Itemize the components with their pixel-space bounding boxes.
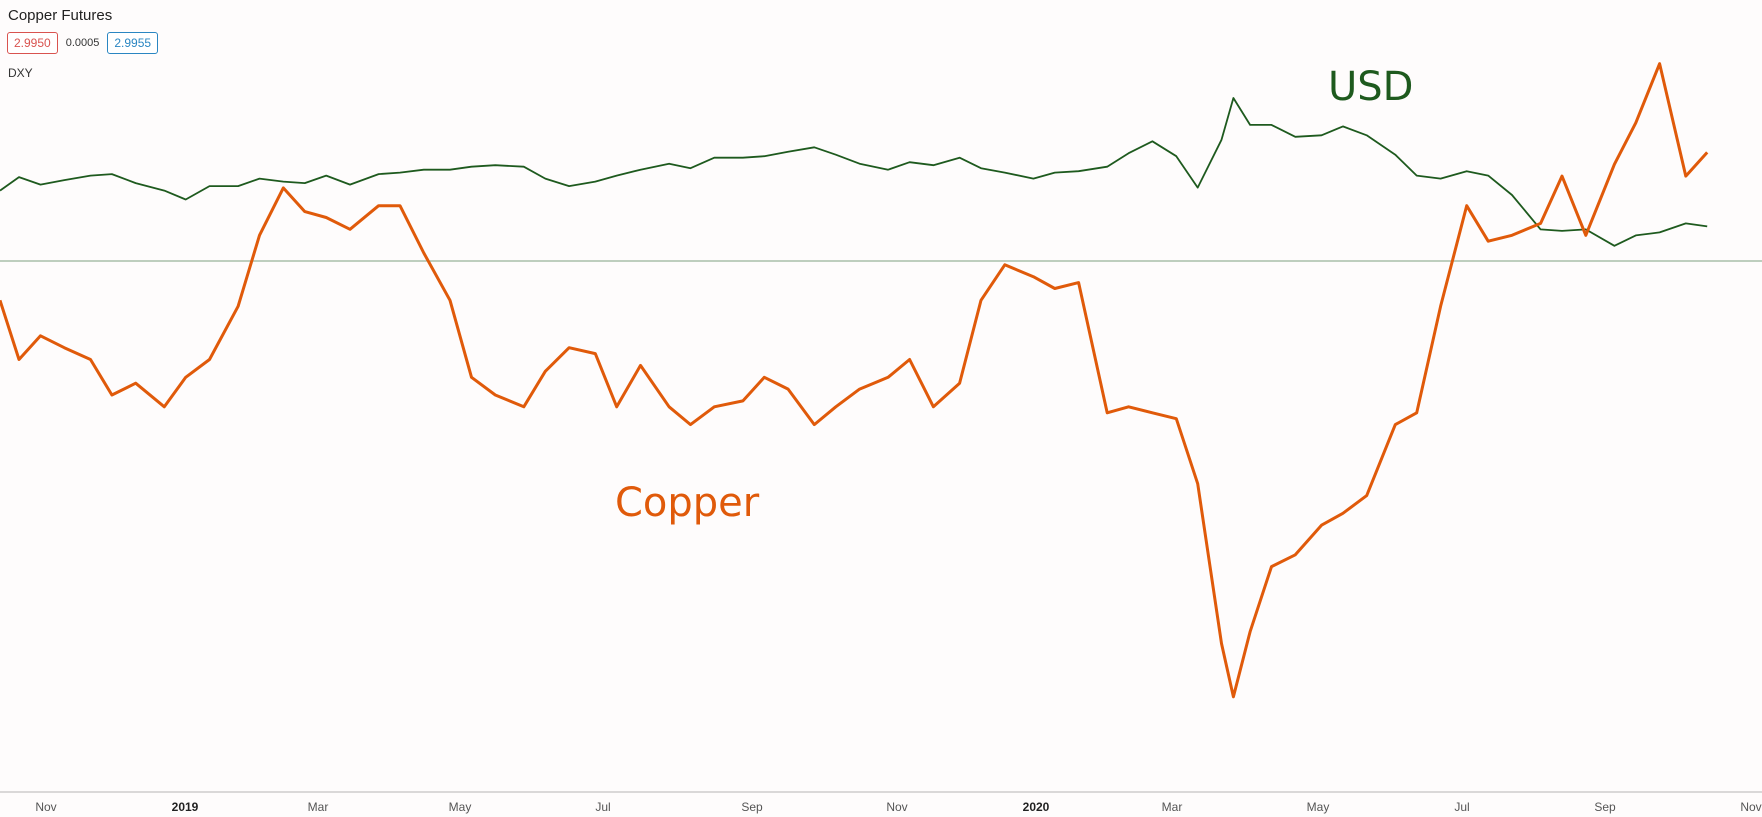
x-tick-label: 2019 (172, 800, 199, 814)
x-tick-label: 2020 (1023, 800, 1050, 814)
x-tick-label: Sep (741, 800, 763, 814)
chart-annotation-group: USD Copper (615, 64, 1413, 526)
annotation-copper: Copper (615, 480, 760, 526)
x-tick-label: Nov (886, 800, 907, 814)
x-tick-label: Nov (35, 800, 56, 814)
time-axis: Nov 2019 Mar May Jul Sep Nov 2020 Mar May Jul Sep No… (0, 791, 1762, 814)
x-tick-label: Jul (1454, 800, 1469, 814)
copper-series-line (0, 62, 1709, 699)
ask-price-button[interactable]: 2.9955 (107, 32, 159, 54)
x-tick-label: May (1307, 800, 1330, 814)
symbol-title: Copper Futures (8, 7, 113, 24)
chart-series-group (0, 62, 1709, 699)
x-tick-label: Mar (1162, 800, 1183, 814)
x-tick-label: Nov (1740, 800, 1761, 814)
spread-value: 0.0005 (65, 37, 100, 49)
x-tick-label: Jul (595, 800, 610, 814)
bid-price-button[interactable]: 2.9950 (7, 32, 58, 54)
overlay-symbol-label[interactable]: DXY (8, 66, 33, 80)
x-tick-label: Mar (308, 800, 329, 814)
annotation-usd: USD (1328, 64, 1413, 110)
x-tick-label: Sep (1594, 800, 1616, 814)
quote-row: 2.9950 0.0005 2.9955 (7, 32, 159, 54)
x-tick-label: May (449, 800, 472, 814)
usd-series-line (0, 97, 1708, 247)
